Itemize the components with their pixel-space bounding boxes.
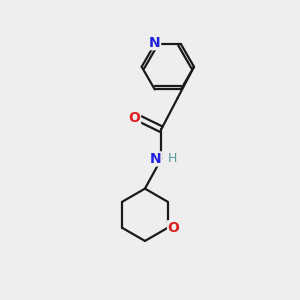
Text: N: N	[150, 152, 162, 166]
Text: O: O	[168, 221, 179, 235]
Text: H: H	[168, 152, 177, 165]
Text: N: N	[149, 36, 161, 50]
Text: O: O	[129, 111, 140, 125]
